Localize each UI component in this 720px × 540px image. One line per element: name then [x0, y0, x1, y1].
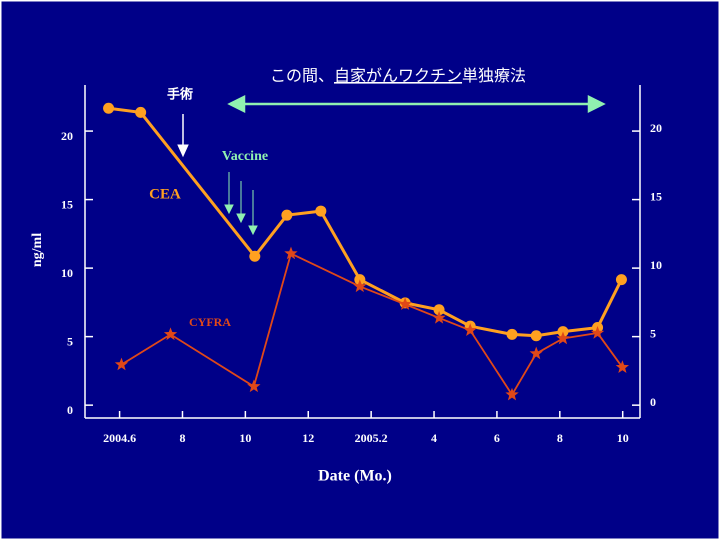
point [398, 297, 412, 310]
y-axis-label: ng/ml [30, 233, 45, 267]
series-label: CYFRA [189, 315, 231, 329]
x-tick-label: 10 [617, 431, 629, 445]
y2-tick-label: 10 [650, 258, 662, 272]
y-tick-label: 20 [61, 129, 73, 143]
x-tick-label: 2005.2 [355, 431, 388, 445]
point [247, 379, 261, 393]
x-tick-label: 12 [302, 431, 314, 445]
y2-tick-label: 0 [650, 395, 656, 409]
x-tick-label: 4 [431, 431, 437, 445]
y2-tick-label: 15 [650, 189, 662, 203]
x-tick-label: 8 [179, 431, 185, 445]
x-tick-label: 8 [557, 431, 563, 445]
surgery-arrow [177, 114, 189, 158]
y2-tick-label: 5 [650, 326, 656, 340]
annotation: 手術 [167, 87, 193, 103]
point [530, 330, 542, 342]
point [505, 387, 519, 401]
period-arrow [227, 94, 606, 114]
point [615, 360, 629, 373]
vaccine-arrows [224, 172, 258, 236]
point [163, 327, 178, 341]
point [281, 209, 293, 221]
x-tick-label: 2004.6 [103, 431, 136, 445]
x-axis-label: Date (Mo.) [318, 468, 392, 485]
annotation: Vaccine [222, 149, 268, 164]
x-tick-label: 6 [494, 431, 500, 445]
point [249, 250, 261, 262]
point [284, 246, 298, 260]
point [432, 311, 446, 324]
y-tick-label: 15 [61, 197, 73, 211]
point [529, 346, 543, 360]
point [353, 279, 367, 293]
y-tick-label: 0 [67, 403, 73, 417]
point [506, 328, 518, 340]
point [463, 323, 477, 336]
point [590, 326, 605, 339]
series-label: CEA [149, 186, 181, 202]
point [615, 274, 627, 286]
y2-tick-label: 20 [650, 121, 662, 135]
point [103, 102, 115, 114]
point [556, 331, 570, 345]
point [114, 357, 129, 371]
point [315, 205, 327, 217]
annotation: この間、自家がんワクチン単独療法 [270, 66, 526, 85]
y-tick-label: 5 [67, 334, 73, 348]
point [433, 304, 445, 316]
y-tick-label: 10 [61, 266, 73, 280]
x-tick-label: 10 [239, 431, 251, 445]
point [135, 106, 147, 118]
